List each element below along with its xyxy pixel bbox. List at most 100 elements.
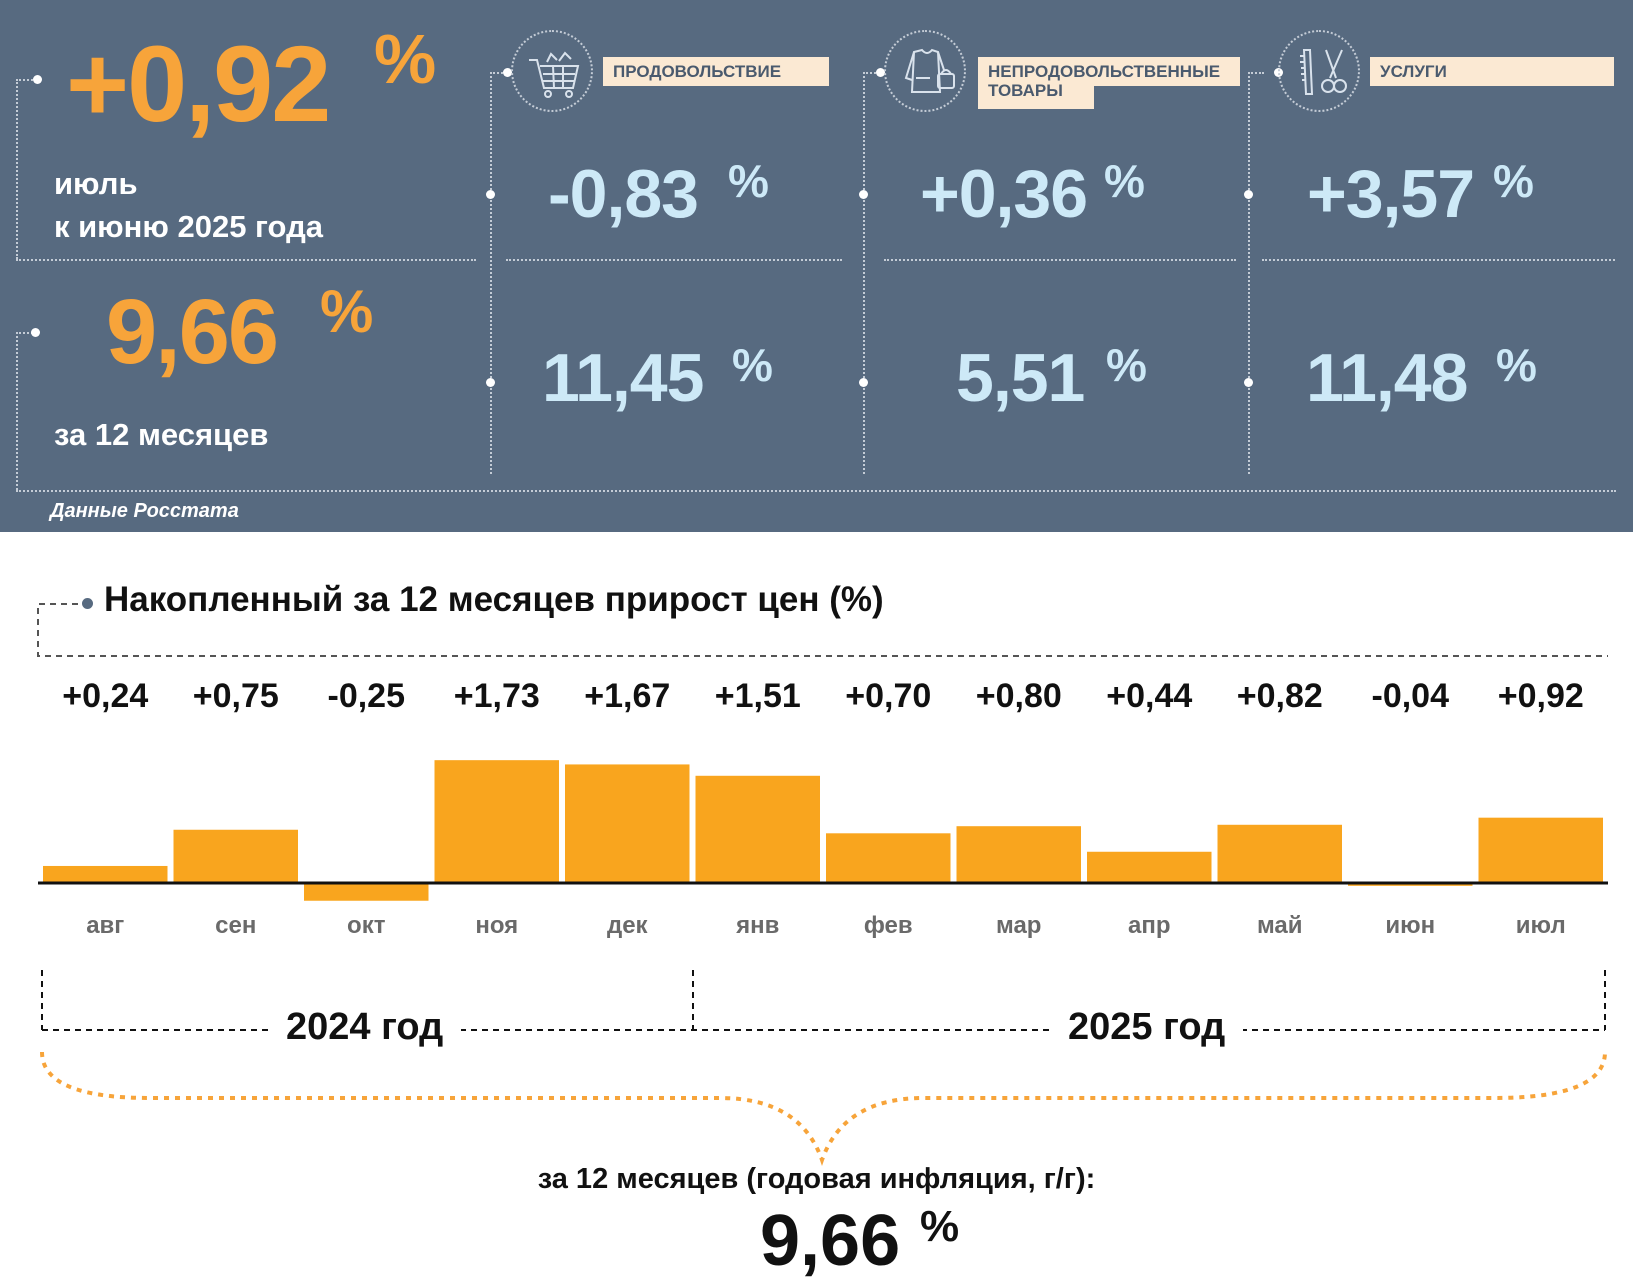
month-label: дек: [607, 912, 649, 939]
bullet-dot: [1244, 378, 1253, 387]
divider: [884, 259, 1236, 261]
percent-sign: %: [1493, 155, 1534, 207]
bar-ноя: [434, 760, 559, 883]
bullet-dot: [31, 328, 40, 337]
value-label: -0,25: [328, 677, 406, 715]
month-label: май: [1257, 912, 1303, 939]
divider: [16, 79, 36, 81]
value-label: +1,67: [584, 677, 670, 715]
yoy-change-value: 9,66 %: [106, 278, 373, 383]
bullet-dot: [1244, 190, 1253, 199]
percent-sign: %: [1496, 339, 1537, 391]
category-label-food: ПРОДОВОЛЬСТВИЕ: [603, 57, 829, 86]
label-notch: [1094, 86, 1240, 109]
percent-sign: %: [1104, 155, 1145, 207]
comb-scissors-icon: [1278, 30, 1360, 112]
bar-апр: [1087, 851, 1212, 883]
divider: [1248, 72, 1250, 474]
source-note: Данные Росстата: [50, 500, 239, 522]
percent-sign: %: [1106, 339, 1147, 391]
month-label: фев: [864, 912, 913, 939]
value-label: +1,73: [454, 677, 540, 715]
divider: [1248, 72, 1264, 74]
divider: [863, 72, 865, 474]
divider: [1262, 259, 1615, 261]
divider: [16, 332, 18, 490]
value-label: +0,44: [1106, 677, 1192, 715]
divider: [863, 72, 879, 74]
food-year-value: 11,45 %: [542, 339, 773, 416]
summary-caption: за 12 месяцев (годовая инфляция, г/г):: [537, 1163, 1096, 1195]
title-bullet: [82, 598, 93, 609]
divider: [16, 259, 476, 261]
value-label: +0,24: [62, 677, 148, 715]
month-label: июл: [1516, 912, 1566, 939]
bars-group: [43, 760, 1603, 901]
month-labels-group: авг сен окт ноя дек янв фев мар апр май июн июл: [86, 912, 1566, 939]
bullet-dot: [859, 190, 868, 199]
value-label: -0,04: [1372, 677, 1450, 715]
month-label: сен: [215, 912, 256, 939]
bar-май: [1217, 824, 1342, 883]
summary-percent-sign: %: [920, 1202, 960, 1251]
value-label: +0,80: [976, 677, 1062, 715]
yoy-caption: за 12 месяцев: [54, 417, 269, 452]
year-label-2024: 2024 год: [268, 1006, 462, 1049]
category-label-line2: ТОВАРЫ: [988, 81, 1063, 100]
month-label: окт: [347, 912, 386, 939]
bullet-dot: [503, 68, 512, 77]
value-label: +1,51: [715, 677, 801, 715]
percent-sign: %: [320, 278, 373, 345]
month-label: янв: [735, 912, 779, 939]
clothes-bag-icon: [884, 30, 966, 112]
year-label-2025: 2025 год: [1050, 1006, 1244, 1049]
value-label: +0,70: [845, 677, 931, 715]
month-label: авг: [86, 912, 124, 939]
bullet-dot: [486, 378, 495, 387]
month-change-value: +0,92 %: [66, 20, 436, 144]
bar-фев: [826, 833, 951, 883]
bar-мар: [956, 826, 1081, 883]
month-label: ноя: [475, 912, 518, 939]
bullet-dot: [486, 190, 495, 199]
bar-июл: [1478, 817, 1603, 883]
bar-окт: [304, 883, 429, 901]
month-label: апр: [1128, 912, 1171, 939]
category-label-services: УСЛУГИ: [1370, 57, 1614, 86]
percent-sign: %: [728, 155, 769, 207]
bar-сен: [173, 829, 298, 883]
summary-panel: +0,92 % июль к июню 2025 года 9,66 % за …: [0, 0, 1633, 532]
category-label-line1: НЕПРОДОВОЛЬСТВЕННЫЕ: [988, 62, 1221, 81]
chart-title: Накопленный за 12 месяцев прирост цен (%…: [104, 580, 884, 619]
month-label: июн: [1385, 912, 1435, 939]
percent-sign: %: [374, 20, 436, 98]
divider: [16, 490, 1616, 492]
bar-янв: [695, 775, 820, 883]
title-connector: [37, 603, 1608, 657]
food-month-value: -0,83 %: [548, 155, 769, 232]
bullet-dot: [33, 75, 42, 84]
percent-sign: %: [732, 339, 773, 391]
bullet-dot: [859, 378, 868, 387]
value-label: +0,92: [1498, 677, 1584, 715]
value-labels-group: +0,24 +0,75 -0,25 +1,73 +1,67 +1,51 +0,70 +0,80…: [62, 677, 1584, 715]
value-label: +0,82: [1237, 677, 1323, 715]
services-year-value: 11,48 %: [1306, 339, 1537, 416]
month-caption-line1: июль: [54, 166, 138, 201]
divider: [16, 332, 36, 334]
nonfood-month-value: +0,36 %: [920, 155, 1145, 232]
month-caption-line2: к июню 2025 года: [54, 209, 323, 244]
bullet-dot: [876, 68, 885, 77]
summary-brace: [40, 1051, 1607, 1166]
divider: [506, 259, 842, 261]
divider: [490, 72, 506, 74]
shopping-cart-icon: [511, 30, 593, 112]
nonfood-year-value: 5,51 %: [956, 339, 1147, 416]
services-month-value: +3,57 %: [1307, 155, 1534, 232]
bar-дек: [565, 764, 690, 883]
bar-авг: [43, 865, 168, 883]
month-caption: июль к июню 2025 года: [54, 162, 323, 248]
divider: [16, 79, 18, 259]
summary-value: 9,66: [760, 1201, 901, 1281]
